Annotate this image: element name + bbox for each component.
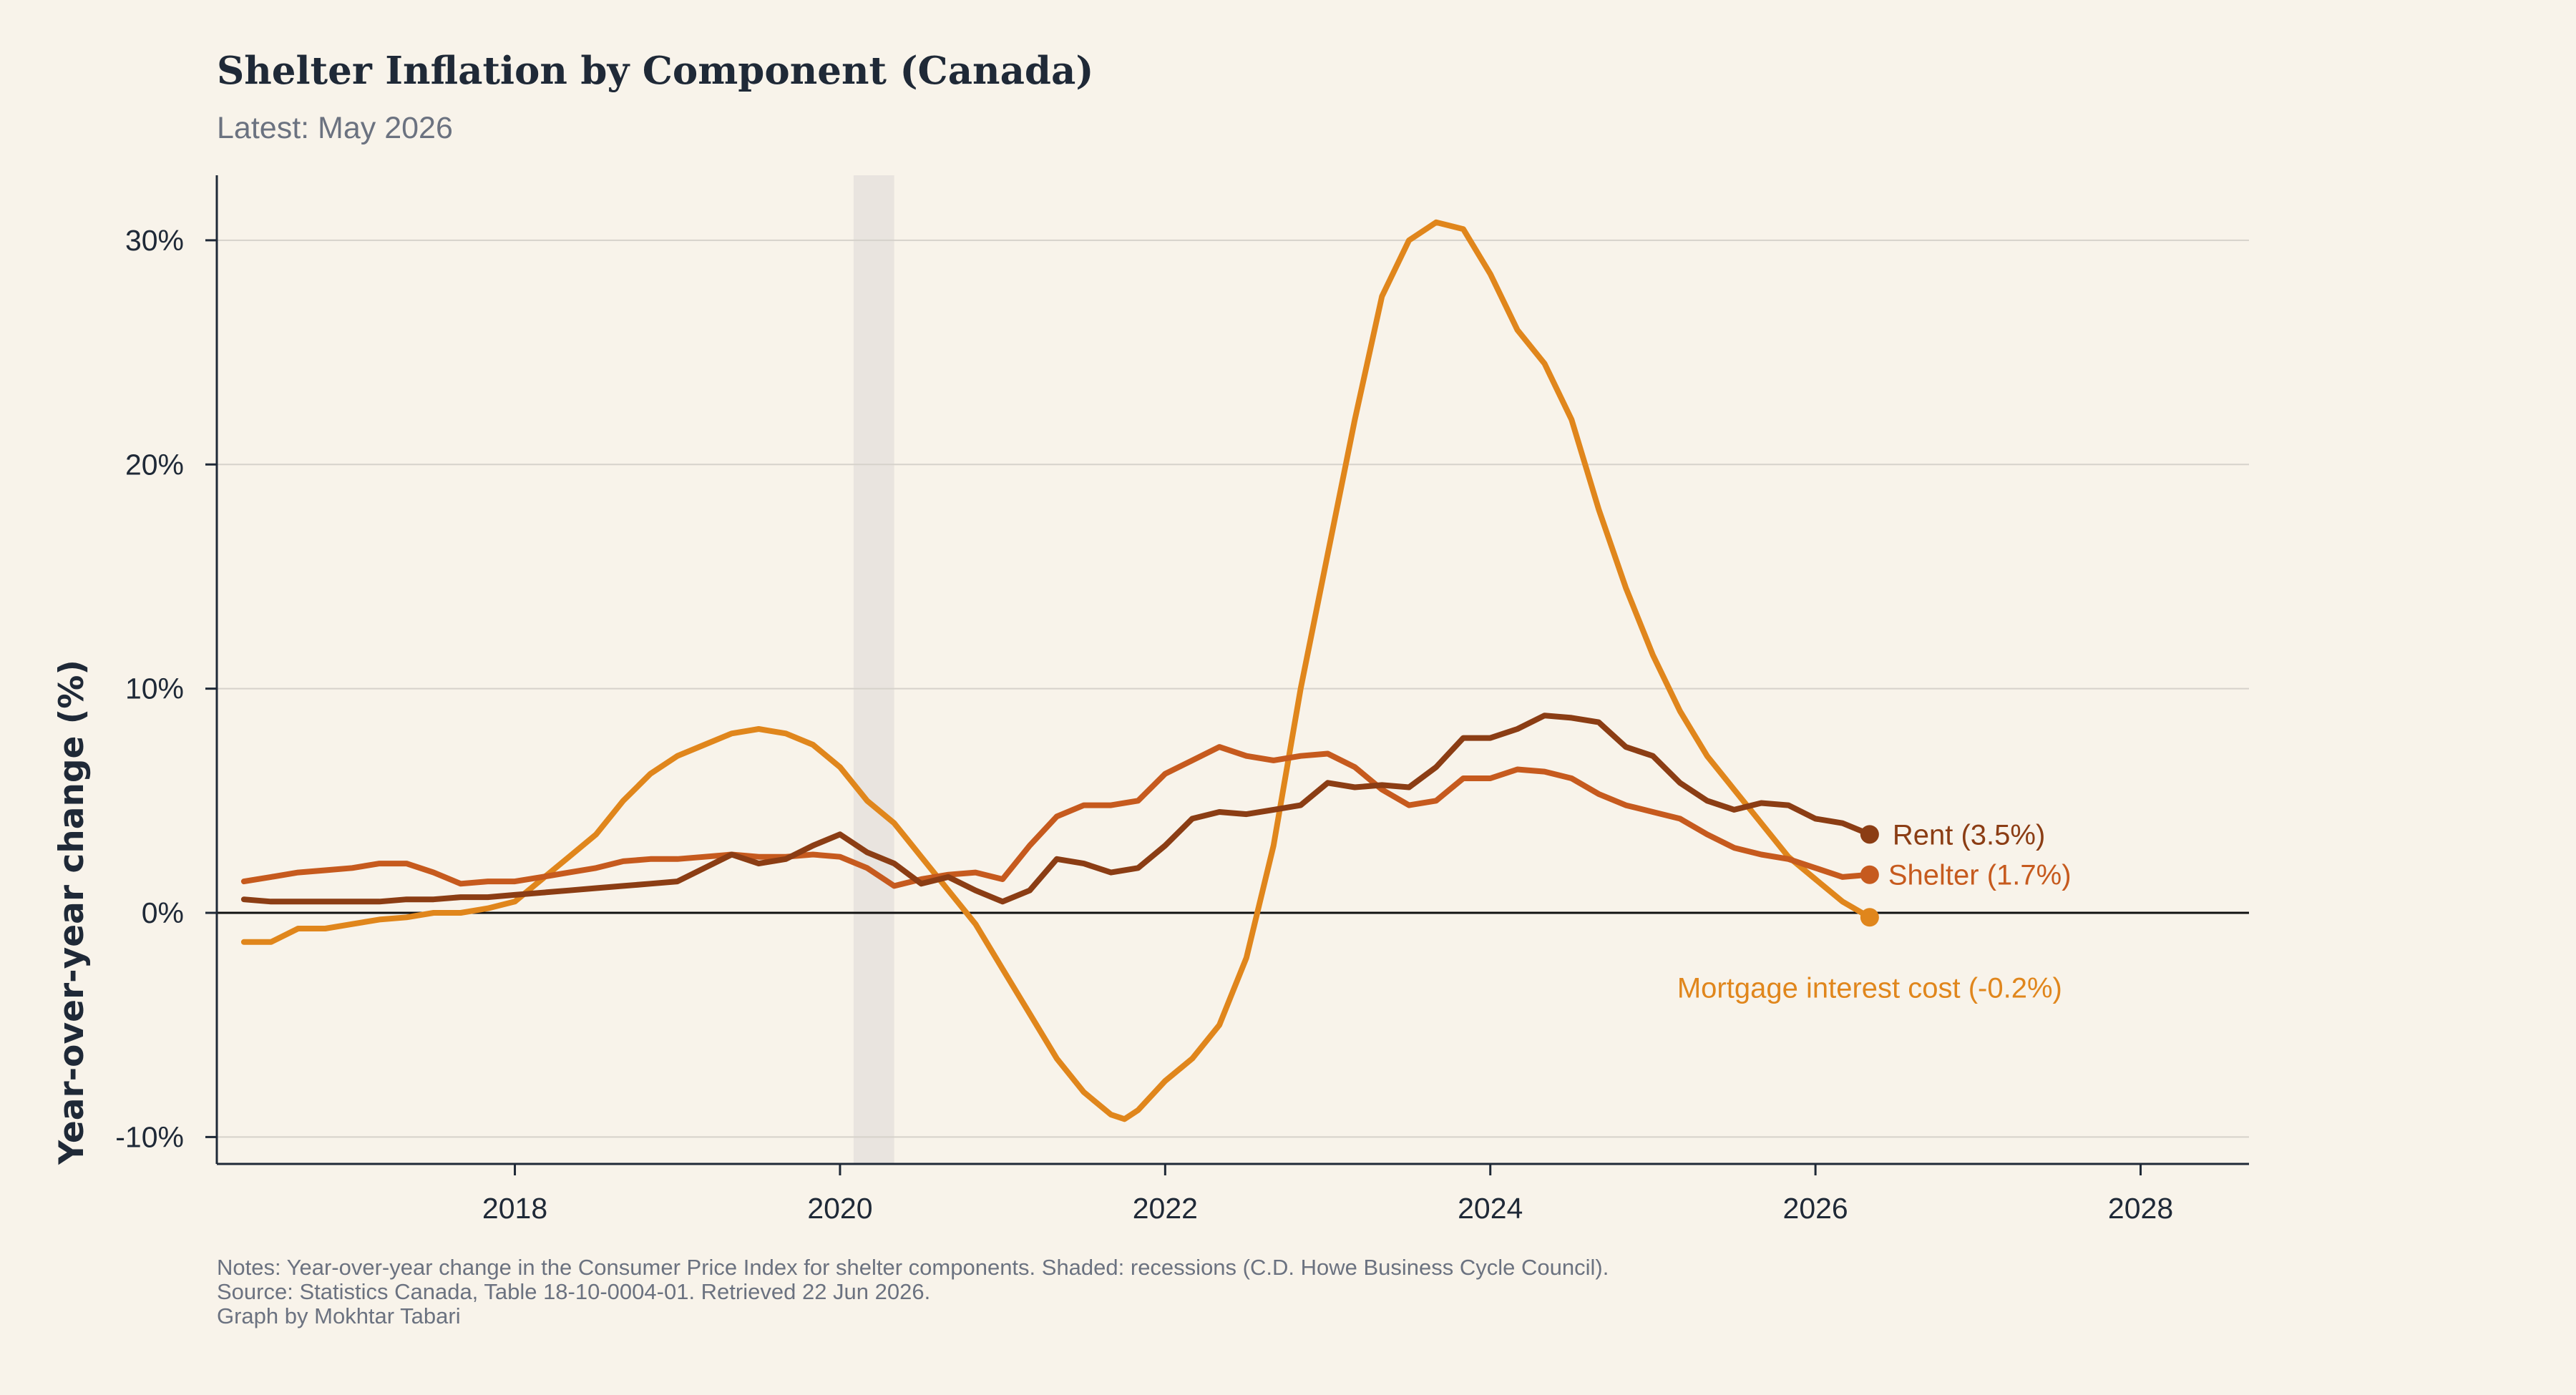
end-labels: Mortgage interest cost (-0.2%) Shelter (1…	[1677, 819, 2072, 1004]
gridlines	[217, 239, 2249, 1138]
rent-line	[240, 713, 1873, 905]
series-lines	[240, 219, 1879, 1122]
mortgage-interest-cost-line	[240, 219, 1873, 1122]
y-tick-label: 20%	[125, 448, 184, 481]
y-tick-label: 10%	[125, 672, 184, 705]
x-tick-label: 2024	[1458, 1192, 1523, 1225]
y-axis-label: Year-over-year change (%)	[52, 660, 92, 1165]
x-tick-label: 2022	[1133, 1192, 1198, 1225]
credit-line: Graph by Mokhtar Tabari	[217, 1303, 461, 1328]
axes: -10% 0% 10% 20% 30% 2018 2020 2022 2024 2026 2028	[115, 175, 2249, 1225]
notes-line: Notes: Year-over-year change in the Cons…	[217, 1255, 1609, 1280]
x-tick-label: 2018	[482, 1192, 547, 1225]
source-line: Source: Statistics Canada, Table 18-10-0…	[217, 1279, 931, 1304]
chart-title: Shelter Inflation by Component (Canada)	[217, 49, 1094, 93]
chart-notes: Notes: Year-over-year change in the Cons…	[217, 1256, 1609, 1328]
shelter-end-marker	[1860, 865, 1879, 884]
y-tick-label: 30%	[125, 224, 184, 257]
shelter-end-label: Shelter (1.7%)	[1888, 860, 2072, 891]
rent-end-label: Rent (3.5%)	[1893, 819, 2045, 851]
y-tick-label: -10%	[115, 1120, 184, 1153]
x-tick-label: 2026	[1783, 1192, 1848, 1225]
mortgage-interest-cost-end-marker	[1860, 908, 1879, 927]
y-tick-label: 0%	[142, 896, 184, 929]
chart-subtitle: Latest: May 2026	[217, 111, 453, 145]
mortgage-interest-cost-end-label: Mortgage interest cost (-0.2%)	[1677, 972, 2062, 1004]
rent-end-marker	[1860, 825, 1879, 844]
recession-band	[853, 175, 894, 1164]
x-tick-label: 2020	[807, 1192, 872, 1225]
shelter-line	[240, 744, 1873, 889]
x-tick-label: 2028	[2108, 1192, 2173, 1225]
recession-shading-layer	[853, 175, 894, 1164]
